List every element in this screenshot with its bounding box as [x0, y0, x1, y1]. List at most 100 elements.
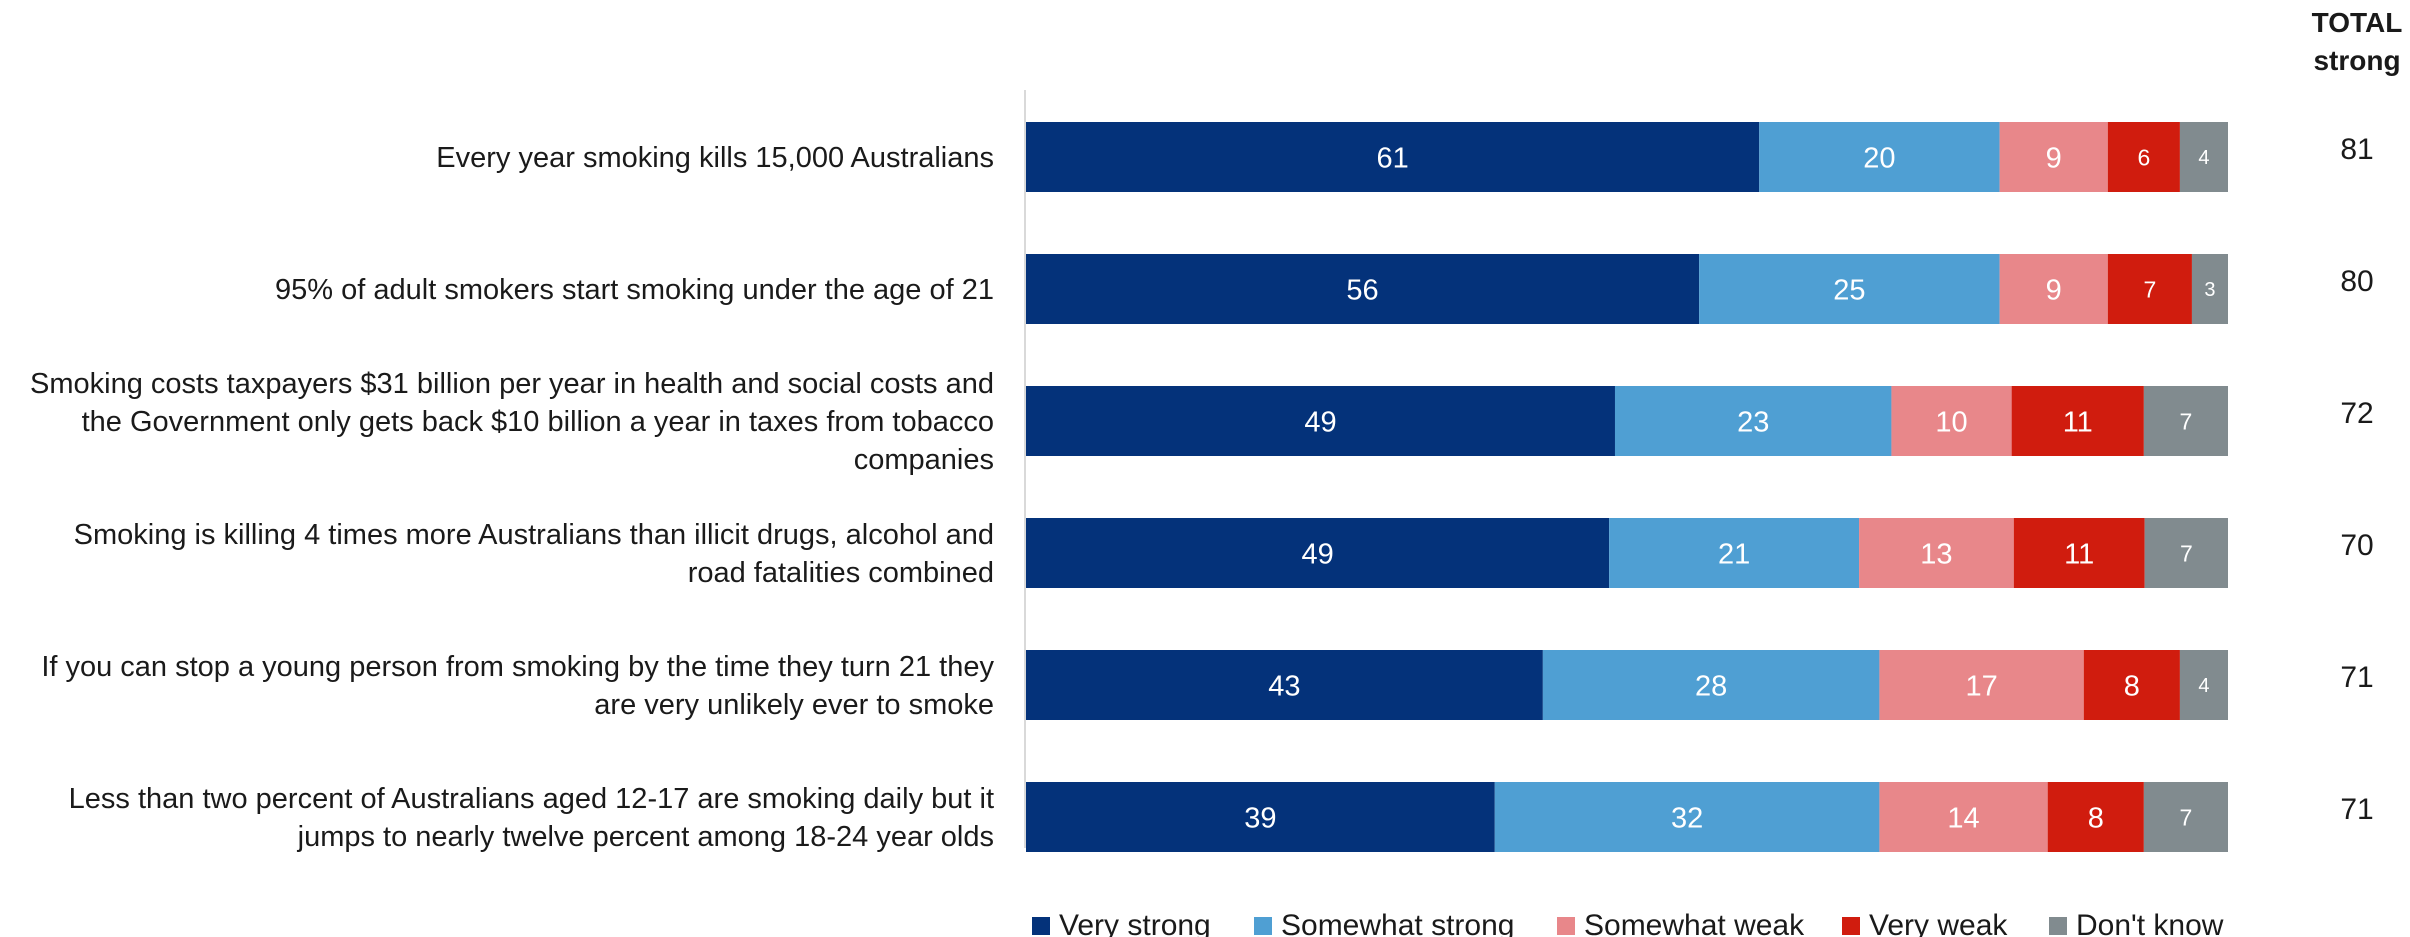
legend-swatch	[2049, 917, 2067, 935]
data-label: 10	[1935, 406, 1967, 438]
chart-row: Every year smoking kills 15,000 Australi…	[436, 122, 2374, 192]
data-label: 43	[1268, 670, 1300, 702]
chart-row: If you can stop a young person from smok…	[41, 650, 2374, 721]
bar-segment	[1999, 254, 2108, 324]
legend-item: Somewhat weak	[1557, 909, 1805, 937]
bar-segment	[2083, 650, 2180, 720]
legend-swatch	[1254, 917, 1272, 935]
legend-item: Very weak	[1842, 909, 2008, 937]
legend-label: Somewhat strong	[1281, 909, 1514, 937]
bar-segment	[2144, 518, 2228, 588]
legend: Very strong Somewhat strong Somewhat weak V…	[1032, 909, 2224, 937]
total-value: 71	[2340, 661, 2373, 694]
legend-label: Somewhat weak	[1584, 909, 1805, 937]
bar-segment	[1026, 518, 1610, 588]
legend-label: Don't know	[2076, 909, 2224, 937]
data-label: 4	[2198, 147, 2209, 169]
bar-segment	[2179, 650, 2228, 720]
data-label: 25	[1833, 274, 1865, 306]
bar-segment	[2179, 122, 2228, 192]
bar-segment	[1879, 782, 2048, 852]
chart-row: Smoking costs taxpayers $31 billion per …	[30, 368, 2374, 476]
total-value: 80	[2340, 265, 2373, 298]
total-header-line: TOTAL	[2312, 7, 2403, 38]
category-label-line: If you can stop a young person from smok…	[41, 651, 994, 683]
data-label: 56	[1346, 274, 1378, 306]
bar-segment	[1026, 386, 1615, 456]
data-label: 28	[1695, 670, 1727, 702]
legend-label: Very strong	[1059, 909, 1211, 937]
data-label: 11	[2064, 538, 2094, 570]
category-label-line: Every year smoking kills 15,000 Australi…	[436, 142, 994, 174]
data-label: 7	[2180, 408, 2193, 434]
bar-segment	[1999, 122, 2108, 192]
category-label: 95% of adult smokers start smoking under…	[275, 274, 994, 306]
category-label: If you can stop a young person from smok…	[41, 651, 994, 721]
bar-segment	[1542, 650, 1880, 720]
data-label: 20	[1863, 142, 1895, 174]
category-label-line: companies	[854, 444, 994, 476]
data-label: 49	[1304, 406, 1336, 438]
data-label: 13	[1920, 538, 1952, 570]
data-label: 8	[2124, 670, 2140, 702]
data-label: 17	[1965, 670, 1997, 702]
legend-swatch	[1842, 917, 1860, 935]
bar-segment	[2011, 386, 2144, 456]
legend-swatch	[1032, 917, 1050, 935]
bar-segment	[2013, 518, 2145, 588]
category-label: Less than two percent of Australians age…	[69, 783, 994, 853]
data-label: 39	[1244, 802, 1276, 834]
bar-segment	[2143, 386, 2228, 456]
bar-segment	[2191, 254, 2228, 324]
data-label: 7	[2143, 276, 2156, 302]
data-label: 8	[2088, 802, 2104, 834]
bar-segment	[1614, 386, 1892, 456]
legend-item: Very strong	[1032, 909, 1211, 937]
bar-segment	[1494, 782, 1880, 852]
total-value: 71	[2340, 793, 2373, 826]
category-label-line: jumps to nearly twelve percent among 18-…	[297, 821, 994, 853]
data-label: 9	[2046, 274, 2062, 306]
total-header-line: strong	[2313, 45, 2400, 76]
legend-swatch	[1557, 917, 1575, 935]
bar-segment	[1026, 254, 1700, 324]
category-label-line: Smoking is killing 4 times more Australi…	[74, 519, 994, 551]
data-label: 4	[2198, 675, 2209, 697]
bar-segment	[1859, 518, 2014, 588]
bar-segment	[1026, 122, 1760, 192]
bar-segment	[1026, 650, 1543, 720]
legend-label: Very weak	[1869, 909, 2008, 937]
legend-item: Don't know	[2049, 909, 2224, 937]
data-label: 6	[2137, 144, 2150, 170]
total-value: 72	[2340, 397, 2373, 430]
bar-segment	[1026, 782, 1495, 852]
data-label: 3	[2204, 279, 2215, 301]
data-label: 14	[1947, 802, 1979, 834]
bar-segment	[1891, 386, 2012, 456]
data-label: 32	[1671, 802, 1703, 834]
chart-row: 95% of adult smokers start smoking under…	[275, 254, 2374, 324]
total-column-header: TOTAL strong	[2312, 7, 2403, 76]
category-label-line: Smoking costs taxpayers $31 billion per …	[30, 368, 994, 400]
chart-row: Less than two percent of Australians age…	[69, 782, 2374, 853]
bar-segment	[2107, 254, 2192, 324]
category-label-line: road fatalities combined	[688, 557, 994, 589]
data-label: 21	[1718, 538, 1750, 570]
bar-segment	[1879, 650, 2084, 720]
bar-segment	[2107, 122, 2180, 192]
bar-segment	[1759, 122, 2000, 192]
data-label: 7	[2180, 540, 2193, 566]
total-value: 81	[2340, 133, 2373, 166]
category-label: Smoking costs taxpayers $31 billion per …	[30, 368, 994, 476]
category-label-line: 95% of adult smokers start smoking under…	[275, 274, 994, 306]
data-label: 61	[1376, 142, 1408, 174]
bar-segment	[1699, 254, 2000, 324]
bar-segment	[1609, 518, 1860, 588]
chart-row: Smoking is killing 4 times more Australi…	[74, 518, 2374, 589]
category-label-line: Less than two percent of Australians age…	[69, 783, 994, 815]
legend-item: Somewhat strong	[1254, 909, 1514, 937]
category-label-line: are very unlikely ever to smoke	[594, 689, 994, 721]
category-label-line: the Government only gets back $10 billio…	[82, 406, 994, 438]
data-label: 23	[1737, 406, 1769, 438]
